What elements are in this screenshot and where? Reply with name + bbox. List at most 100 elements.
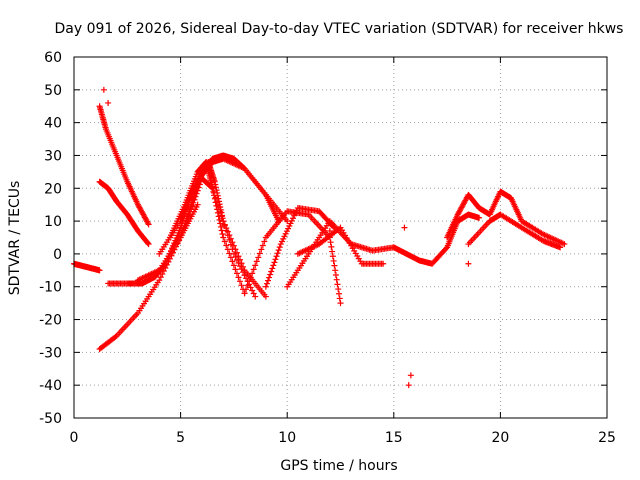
data-point: [330, 257, 337, 264]
data-point: [230, 250, 237, 257]
data-point: [243, 275, 250, 282]
data-point: [252, 293, 259, 300]
data-point: [332, 272, 339, 279]
data-point: [267, 271, 274, 278]
data-point: [220, 218, 227, 225]
y-tick-label: -30: [39, 345, 62, 361]
x-tick-label: 20: [491, 430, 509, 446]
data-point: [214, 199, 221, 206]
data-point: [243, 286, 250, 293]
data-point: [275, 247, 282, 254]
data-point: [263, 280, 270, 287]
data-point: [249, 287, 256, 294]
data-point: [227, 241, 234, 248]
data-point: [188, 205, 195, 212]
data-point: [268, 268, 275, 275]
data-point: [190, 199, 197, 206]
data-point: [208, 184, 215, 191]
data-point: [246, 278, 253, 285]
y-tick-label: -50: [39, 411, 62, 427]
data-point: [265, 277, 272, 284]
data-point: [211, 195, 218, 202]
data-point: [191, 196, 198, 203]
data-point: [233, 249, 240, 256]
data-point: [271, 259, 278, 266]
data-point: [196, 181, 203, 188]
y-tick-label: 0: [53, 247, 62, 263]
data-point: [327, 239, 334, 246]
data-point: [159, 271, 166, 278]
data-point: [157, 274, 164, 281]
data-point: [105, 99, 112, 106]
data-point: [250, 290, 257, 297]
data-point: [249, 270, 256, 277]
data-point: [405, 382, 412, 389]
data-point: [220, 234, 227, 241]
data-point: [241, 272, 248, 279]
y-tick-label: 60: [44, 50, 62, 66]
series-arc-l: [294, 224, 387, 267]
plot-frame: [73, 56, 608, 419]
data-point: [217, 220, 224, 227]
y-tick-label: -20: [39, 313, 62, 329]
data-point: [401, 224, 408, 231]
data-point: [240, 269, 247, 276]
data-point: [223, 242, 230, 249]
data-point: [262, 283, 269, 290]
data-point: [145, 241, 152, 248]
data-point: [187, 208, 194, 215]
data-point: [276, 244, 283, 251]
data-point: [212, 194, 219, 201]
data-point: [252, 262, 259, 269]
series-arc-n: [444, 188, 568, 248]
data-point: [270, 262, 277, 269]
data-point: [232, 253, 239, 260]
series-outliers: [100, 86, 472, 389]
data-point: [235, 260, 242, 267]
data-point: [326, 227, 333, 234]
data-point: [202, 159, 209, 166]
data-point: [192, 193, 199, 200]
data-point: [273, 253, 280, 260]
data-point: [189, 202, 196, 209]
data-point: [156, 277, 163, 284]
data-point: [215, 204, 222, 211]
data-point: [195, 184, 202, 191]
data-point: [262, 293, 269, 300]
data-point: [218, 213, 225, 220]
data-point: [255, 254, 262, 261]
x-tick-label: 10: [278, 430, 296, 446]
data-point: [221, 222, 228, 229]
data-point: [238, 282, 245, 289]
y-tick-label: 30: [44, 148, 62, 164]
y-tick-label: 40: [44, 116, 62, 132]
data-point: [241, 290, 248, 297]
data-point: [250, 266, 257, 273]
data-point: [235, 274, 242, 281]
y-tick-label: 50: [44, 83, 62, 99]
data-point: [233, 257, 240, 264]
data-marks: [71, 86, 568, 389]
data-point: [230, 262, 237, 269]
data-point: [244, 282, 251, 289]
data-point: [261, 238, 268, 245]
data-point: [561, 241, 568, 248]
data-point: [216, 216, 223, 223]
series-arc-b: [96, 178, 152, 248]
data-point: [219, 230, 226, 237]
x-tick-label: 15: [385, 430, 403, 446]
data-point: [236, 278, 243, 285]
series-trace-start: [71, 260, 103, 274]
data-point: [235, 253, 242, 260]
axis-ticks: 0 5 10 15 20 25 -50 -40 -30 -20 -10 0 10 20 30 40 50 60: [39, 50, 616, 446]
data-point: [232, 266, 239, 273]
y-tick-label: -10: [39, 280, 62, 296]
data-point: [329, 253, 336, 260]
x-axis-title: GPS time / hours: [280, 458, 397, 474]
data-point: [557, 244, 564, 251]
data-point: [238, 266, 245, 273]
data-point: [407, 372, 414, 379]
data-point: [337, 300, 344, 307]
data-point: [229, 258, 236, 265]
y-axis-title: SDTVAR / TECUs: [7, 181, 23, 296]
